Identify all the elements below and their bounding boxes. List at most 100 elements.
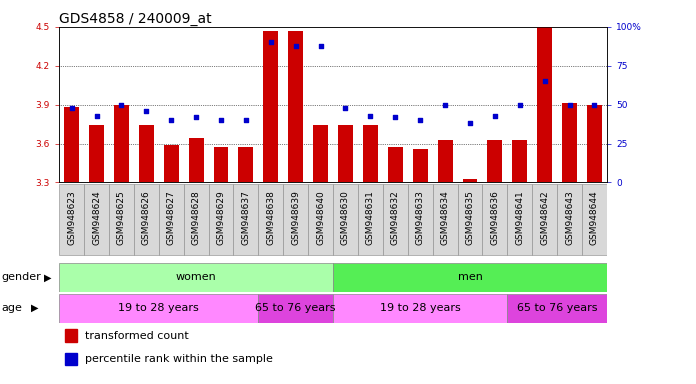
FancyBboxPatch shape bbox=[184, 184, 209, 255]
FancyBboxPatch shape bbox=[59, 263, 333, 292]
Bar bbox=[65, 329, 77, 343]
FancyBboxPatch shape bbox=[233, 184, 258, 255]
FancyBboxPatch shape bbox=[84, 184, 109, 255]
Bar bbox=[587, 105, 602, 182]
Text: GSM948636: GSM948636 bbox=[491, 190, 499, 245]
FancyBboxPatch shape bbox=[134, 184, 159, 255]
Point bbox=[365, 113, 376, 119]
FancyBboxPatch shape bbox=[333, 184, 358, 255]
FancyBboxPatch shape bbox=[308, 184, 333, 255]
Bar bbox=[139, 125, 154, 182]
FancyBboxPatch shape bbox=[283, 184, 308, 255]
Point bbox=[340, 105, 351, 111]
Text: ▶: ▶ bbox=[44, 272, 52, 283]
Text: percentile rank within the sample: percentile rank within the sample bbox=[85, 354, 273, 364]
Point bbox=[116, 101, 127, 108]
Point bbox=[166, 117, 177, 123]
Point bbox=[514, 101, 525, 108]
Bar bbox=[65, 353, 77, 366]
Bar bbox=[164, 145, 179, 182]
FancyBboxPatch shape bbox=[507, 184, 532, 255]
Text: GSM948637: GSM948637 bbox=[242, 190, 251, 245]
FancyBboxPatch shape bbox=[258, 294, 333, 323]
Point bbox=[464, 120, 475, 126]
Bar bbox=[288, 31, 303, 182]
Bar bbox=[64, 107, 79, 182]
Bar bbox=[338, 125, 353, 182]
Text: 65 to 76 years: 65 to 76 years bbox=[255, 303, 336, 313]
Text: GSM948624: GSM948624 bbox=[92, 190, 101, 245]
Bar bbox=[512, 140, 528, 182]
Text: age: age bbox=[1, 303, 22, 313]
Bar bbox=[463, 179, 477, 182]
Text: ▶: ▶ bbox=[31, 303, 38, 313]
Point bbox=[290, 43, 301, 49]
Text: GSM948629: GSM948629 bbox=[216, 190, 226, 245]
Text: GSM948625: GSM948625 bbox=[117, 190, 126, 245]
FancyBboxPatch shape bbox=[457, 184, 482, 255]
FancyBboxPatch shape bbox=[333, 263, 607, 292]
Text: GSM948642: GSM948642 bbox=[540, 190, 549, 245]
Text: GSM948641: GSM948641 bbox=[515, 190, 524, 245]
FancyBboxPatch shape bbox=[333, 294, 507, 323]
Text: 65 to 76 years: 65 to 76 years bbox=[517, 303, 597, 313]
Text: transformed count: transformed count bbox=[85, 331, 189, 341]
Bar bbox=[363, 125, 378, 182]
Text: GSM948632: GSM948632 bbox=[390, 190, 400, 245]
Bar bbox=[562, 103, 577, 182]
FancyBboxPatch shape bbox=[383, 184, 408, 255]
Text: 19 to 28 years: 19 to 28 years bbox=[118, 303, 199, 313]
FancyBboxPatch shape bbox=[408, 184, 433, 255]
Text: GSM948639: GSM948639 bbox=[291, 190, 300, 245]
Bar bbox=[114, 105, 129, 182]
FancyBboxPatch shape bbox=[507, 294, 607, 323]
Point bbox=[216, 117, 227, 123]
FancyBboxPatch shape bbox=[532, 184, 557, 255]
Point bbox=[66, 105, 77, 111]
FancyBboxPatch shape bbox=[433, 184, 457, 255]
Point bbox=[589, 101, 600, 108]
Bar bbox=[388, 147, 403, 182]
Text: GSM948630: GSM948630 bbox=[341, 190, 350, 245]
Text: GSM948643: GSM948643 bbox=[565, 190, 574, 245]
Point bbox=[191, 114, 202, 120]
Point bbox=[315, 43, 326, 49]
Text: GSM948634: GSM948634 bbox=[441, 190, 450, 245]
Text: men: men bbox=[457, 272, 482, 283]
Text: GSM948635: GSM948635 bbox=[466, 190, 475, 245]
Text: GSM948640: GSM948640 bbox=[316, 190, 325, 245]
FancyBboxPatch shape bbox=[482, 184, 507, 255]
Text: GSM948628: GSM948628 bbox=[191, 190, 200, 245]
Text: GSM948626: GSM948626 bbox=[142, 190, 151, 245]
Text: GSM948631: GSM948631 bbox=[366, 190, 375, 245]
Bar bbox=[413, 149, 427, 182]
Text: gender: gender bbox=[1, 272, 41, 283]
Bar bbox=[239, 147, 253, 182]
FancyBboxPatch shape bbox=[209, 184, 233, 255]
Bar bbox=[189, 138, 203, 182]
Text: 19 to 28 years: 19 to 28 years bbox=[380, 303, 461, 313]
Bar bbox=[263, 31, 278, 182]
Point bbox=[415, 117, 426, 123]
Text: GDS4858 / 240009_at: GDS4858 / 240009_at bbox=[59, 12, 212, 26]
FancyBboxPatch shape bbox=[358, 184, 383, 255]
Point bbox=[390, 114, 401, 120]
Bar bbox=[438, 140, 452, 182]
Point bbox=[265, 40, 276, 46]
Text: women: women bbox=[175, 272, 216, 283]
FancyBboxPatch shape bbox=[159, 184, 184, 255]
Text: GSM948633: GSM948633 bbox=[416, 190, 425, 245]
Bar bbox=[313, 125, 328, 182]
Point bbox=[439, 101, 450, 108]
Text: GSM948623: GSM948623 bbox=[67, 190, 76, 245]
FancyBboxPatch shape bbox=[59, 184, 84, 255]
Point bbox=[141, 108, 152, 114]
FancyBboxPatch shape bbox=[557, 184, 582, 255]
Point bbox=[564, 101, 575, 108]
FancyBboxPatch shape bbox=[582, 184, 607, 255]
FancyBboxPatch shape bbox=[109, 184, 134, 255]
Text: GSM948644: GSM948644 bbox=[590, 190, 599, 245]
FancyBboxPatch shape bbox=[59, 294, 258, 323]
Text: GSM948627: GSM948627 bbox=[167, 190, 175, 245]
FancyBboxPatch shape bbox=[258, 184, 283, 255]
